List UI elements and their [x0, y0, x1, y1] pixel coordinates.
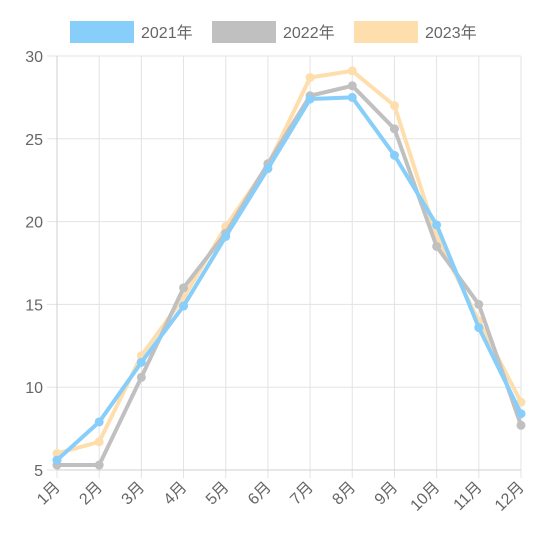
series-2: [52, 66, 526, 458]
legend-item-1[interactable]: 2022年: [212, 21, 335, 43]
x-tick-label: 4月: [161, 479, 191, 509]
legend-item-0[interactable]: 2021年: [70, 21, 193, 43]
data-point: [136, 357, 146, 367]
series-line: [57, 83, 523, 468]
data-point: [136, 372, 146, 382]
data-point: [263, 164, 273, 174]
data-point: [516, 420, 526, 430]
legend-swatch: [354, 21, 418, 43]
x-tick-label: 12月: [492, 479, 528, 515]
y-tick-label: 15: [25, 297, 43, 314]
data-point: [94, 437, 104, 447]
x-tick-label: 9月: [372, 479, 402, 509]
x-tick-label: 7月: [287, 479, 317, 509]
data-point: [474, 299, 484, 309]
data-point: [52, 455, 62, 465]
data-point: [347, 66, 357, 76]
data-point: [389, 150, 399, 160]
data-point: [347, 92, 357, 102]
legend-swatch: [70, 21, 134, 43]
data-point: [94, 417, 104, 427]
legend-swatch: [212, 21, 276, 43]
data-point: [389, 124, 399, 134]
legend-label: 2022年: [283, 24, 335, 42]
x-tick-label: 6月: [245, 479, 275, 509]
legend-label: 2023年: [425, 24, 477, 42]
data-point: [305, 73, 315, 83]
data-point: [221, 232, 231, 242]
data-point: [305, 94, 315, 104]
series-line: [55, 95, 523, 462]
y-tick-label: 25: [25, 132, 43, 149]
x-tick-label: 5月: [203, 479, 233, 509]
y-tick-label: 10: [25, 380, 43, 397]
data-point: [347, 81, 357, 91]
y-tick-label: 5: [34, 463, 43, 480]
x-tick-label: 3月: [119, 479, 149, 509]
data-point: [432, 241, 442, 251]
x-tick-label: 10月: [408, 479, 444, 515]
x-tick-label: 8月: [329, 479, 359, 509]
data-point: [432, 220, 442, 230]
data-point: [516, 409, 526, 419]
x-tick-label: 1月: [34, 479, 64, 509]
legend-item-2[interactable]: 2023年: [354, 21, 477, 43]
x-tick-label: 11月: [451, 479, 486, 514]
legend-label: 2021年: [141, 24, 193, 42]
grid-lines: [47, 55, 522, 478]
x-tick-label: 2月: [76, 479, 106, 509]
y-tick-label: 20: [25, 215, 43, 232]
y-tick-label: 30: [25, 49, 43, 66]
data-point: [179, 283, 189, 293]
data-point: [94, 460, 104, 470]
data-point: [179, 301, 189, 311]
data-point: [389, 101, 399, 111]
series-0: [52, 92, 526, 465]
data-point: [474, 323, 484, 333]
data-point: [516, 397, 526, 407]
